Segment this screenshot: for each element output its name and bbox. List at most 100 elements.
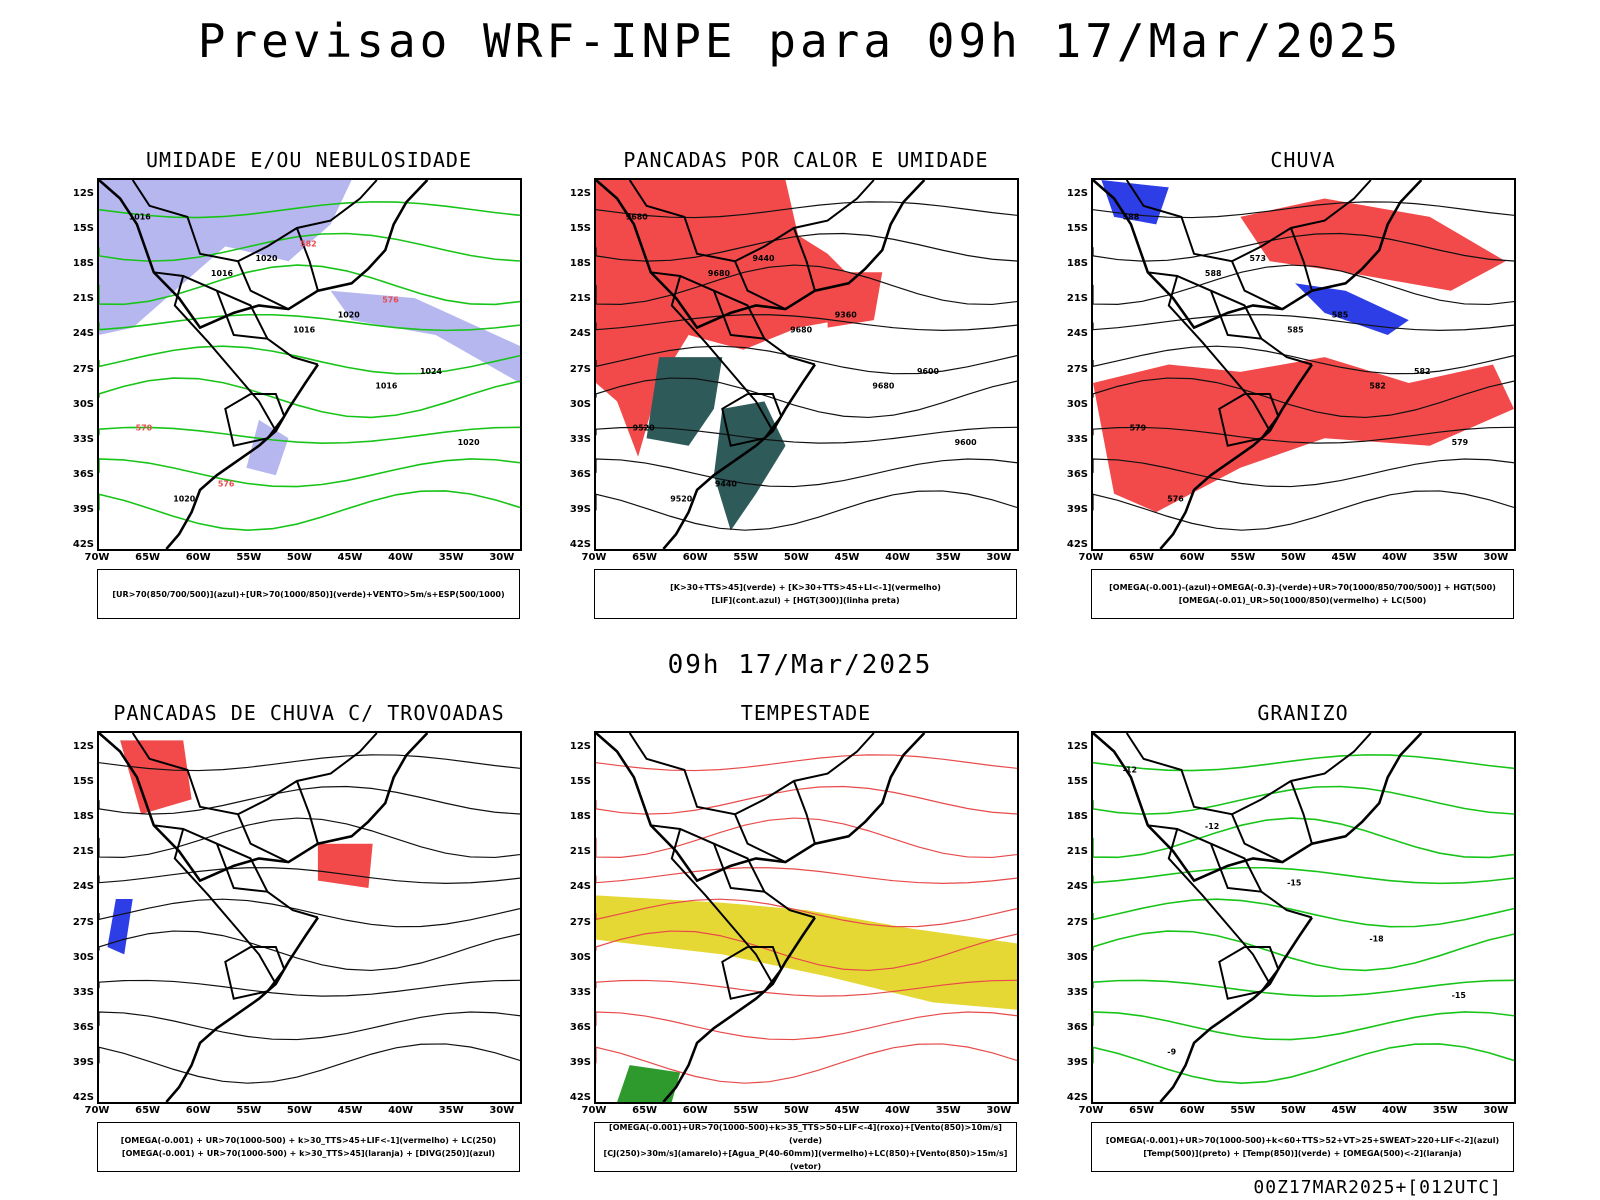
contour-line [1093, 898, 1514, 928]
lat-tick-label: 18S [569, 258, 591, 270]
lon-tick-label: 40W [885, 1105, 911, 1116]
state-border [215, 290, 268, 340]
lon-tick-label: 55W [236, 1105, 262, 1116]
state-border [153, 824, 319, 919]
legend-line: [Temp(500)](preto) + [Temp(850)](verde) … [1143, 1149, 1462, 1158]
contour-line [1093, 754, 1514, 772]
state-border [734, 813, 786, 863]
contour-line [99, 817, 520, 859]
lon-tick-label: 35W [438, 552, 464, 563]
lat-tick-label: 12S [569, 188, 591, 199]
contour-line [1093, 426, 1514, 444]
state-border [1147, 824, 1313, 919]
contour-label: 588 [1205, 269, 1222, 278]
lat-tick-label: 27S [1066, 363, 1088, 375]
weather-map[interactable]: 588 588 585 582 579 576 573 585 582 579 [1091, 178, 1516, 551]
lat-tick-label: 39S [569, 503, 591, 515]
lat-tick-label: 36S [72, 1021, 94, 1033]
contour-line [1093, 345, 1514, 375]
contour-label: -18 [1369, 935, 1384, 944]
contour-line [99, 979, 520, 997]
lon-tick-label: 35W [935, 1105, 961, 1116]
lat-tick-label: 33S [569, 433, 591, 445]
contour-line [596, 377, 1017, 419]
lat-tick-label: 12S [72, 741, 94, 752]
lat-tick-label: 42S [1066, 539, 1088, 550]
lat-tick-label: 39S [569, 1056, 591, 1068]
legend-line: [OMEGA(-0.001)-(azul)+OMEGA(-0.3)-(verde… [1109, 583, 1496, 592]
field-shading [99, 180, 352, 336]
state-border [1231, 813, 1283, 863]
state-border [628, 180, 875, 263]
contour-line [99, 458, 520, 488]
lat-tick-label: 18S [1066, 811, 1088, 823]
lon-tick-label: 30W [986, 1105, 1012, 1116]
contour-line [1093, 458, 1514, 488]
lat-tick-label: 27S [569, 363, 591, 375]
state-border [131, 733, 378, 816]
contour-label: 1020 [458, 438, 481, 447]
contour-label: 9680 [790, 325, 813, 334]
lat-tick-label: 18S [569, 811, 591, 823]
contour-label: 582 [300, 239, 317, 248]
state-border [1125, 180, 1372, 263]
panel-legend: [OMEGA(-0.001)+UR>70(1000-500)+k<60+TTS>… [1091, 1122, 1514, 1172]
contour-line [1093, 377, 1514, 419]
contour-label: 585 [1332, 311, 1349, 320]
state-border [1289, 780, 1313, 844]
lat-tick-label: 27S [72, 916, 94, 928]
lat-tick-label: 15S [1066, 223, 1088, 235]
weather-map[interactable]: 1016 1016 1016 1016 1020 1020 1020 1020 1024 570 5… [97, 178, 522, 551]
contour-line [596, 264, 1017, 306]
state-border [215, 843, 268, 893]
contour-label: 582 [1414, 367, 1431, 376]
lon-tick-label: 65W [632, 552, 658, 563]
panel-legend: [OMEGA(-0.001)-(azul)+OMEGA(-0.3)-(verde… [1091, 569, 1514, 619]
lon-tick-label: 35W [1432, 552, 1458, 563]
state-border [628, 733, 875, 816]
contour-label: -15 [1452, 991, 1466, 1000]
lat-tick-label: 18S [1066, 258, 1088, 270]
field-shading [1240, 198, 1506, 291]
lat-tick-label: 33S [72, 986, 94, 998]
contour-line [99, 345, 520, 375]
coastline [1093, 733, 1423, 1102]
lat-tick-label: 36S [72, 468, 94, 480]
map-canvas: -12 -12 -15 -18 -15 -9 [1093, 733, 1514, 1102]
weather-map[interactable] [594, 731, 1019, 1104]
contour-line [596, 201, 1017, 219]
lon-tick-label: 40W [885, 552, 911, 563]
lon-tick-label: 30W [1483, 552, 1509, 563]
lon-tick-label: 60W [682, 552, 708, 563]
legend-line: [OMEGA(-0.001)+UR>70(1000-500)+k>35_TTS>… [609, 1123, 1002, 1145]
lon-tick-label: 30W [489, 1105, 515, 1116]
lat-tick-label: 18S [72, 258, 94, 270]
weather-map[interactable]: -12 -12 -15 -18 -15 -9 [1091, 731, 1516, 1104]
state-border [153, 271, 319, 366]
state-border [237, 813, 289, 863]
lon-tick-label: 70W [1078, 552, 1104, 563]
legend-line: [OMEGA(-0.001)+UR>70(1000-500)+k<60+TTS>… [1105, 1136, 1500, 1145]
contour-line [1093, 1011, 1514, 1041]
field-shading [330, 290, 520, 383]
lat-tick-label: 36S [569, 468, 591, 480]
contour-label: 1020 [338, 311, 361, 320]
lat-tick-label: 30S [1066, 398, 1088, 410]
lat-tick-label: 42S [569, 539, 591, 550]
lon-tick-label: 45W [337, 552, 363, 563]
map-canvas [99, 733, 520, 1102]
contour-label: 582 [1369, 382, 1386, 391]
lat-tick-label: 30S [569, 951, 591, 963]
weather-map[interactable]: 9680 9680 9680 9680 9600 9520 9440 9360 9600 9520… [594, 178, 1019, 551]
lon-tick-label: 45W [834, 1105, 860, 1116]
lon-tick-label: 30W [1483, 1105, 1509, 1116]
contour-line [1093, 930, 1514, 972]
state-border [712, 290, 765, 340]
state-border [650, 824, 816, 919]
state-border [1289, 227, 1313, 291]
contour-line [596, 426, 1017, 444]
contour-line [99, 201, 520, 219]
weather-map[interactable] [97, 731, 522, 1104]
contour-label: 576 [218, 480, 235, 489]
lat-tick-label: 24S [569, 328, 591, 340]
